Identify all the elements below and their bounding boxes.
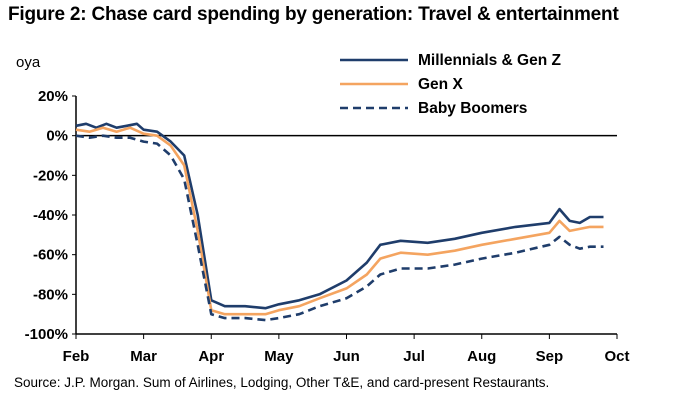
y-tick-label: -20% <box>33 167 68 184</box>
series-lines <box>75 122 604 322</box>
y-tick-label: -40% <box>33 207 68 224</box>
x-tick-label: Feb <box>63 348 90 365</box>
source-note: Source: J.P. Morgan. Sum of Airlines, Lo… <box>14 375 550 390</box>
x-tick-label: Mar <box>130 348 157 365</box>
x-tick-label: Jun <box>333 348 360 365</box>
chart-title: Figure 2: Chase card spending by generat… <box>8 4 619 25</box>
x-tick-label: Sep <box>536 348 564 365</box>
y-tick-label: 0% <box>46 128 68 145</box>
y-tick-label: -60% <box>33 247 68 264</box>
y-tick-label: -80% <box>33 286 68 303</box>
series-line-2 <box>75 134 604 322</box>
x-tick-label: Aug <box>467 348 496 365</box>
x-tick-label: Oct <box>604 348 629 365</box>
legend: Millennials & Gen Z Gen X Baby Boomers <box>340 52 561 117</box>
legend-label-0: Millennials & Gen Z <box>418 52 561 69</box>
series-line-1 <box>75 126 604 316</box>
x-tick-label: Apr <box>198 348 224 365</box>
legend-label-1: Gen X <box>418 76 463 93</box>
x-tick-label: Jul <box>403 348 425 365</box>
y-axis-ticks: 20% 0% -20% -40% -60% -80% -100% <box>25 88 76 343</box>
legend-label-2: Baby Boomers <box>418 100 527 117</box>
x-tick-label: May <box>264 348 294 365</box>
y-axis-unit-label: oya <box>16 54 41 71</box>
x-axis-ticks: Feb Mar Apr May Jun Jul Aug Sep Oct <box>63 334 630 365</box>
series-line-0 <box>75 122 604 310</box>
y-tick-label: 20% <box>38 88 68 105</box>
y-tick-label: -100% <box>25 326 68 343</box>
